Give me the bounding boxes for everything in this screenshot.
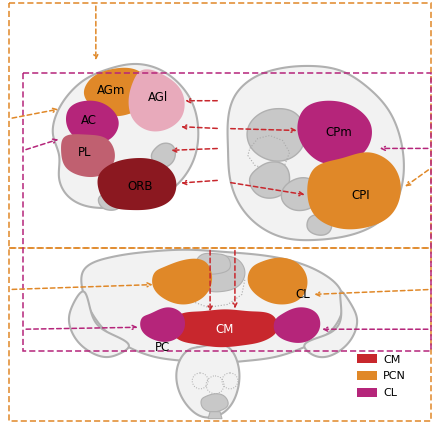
Polygon shape: [98, 190, 122, 210]
FancyBboxPatch shape: [357, 371, 377, 380]
Text: PCN: PCN: [383, 371, 406, 382]
Polygon shape: [170, 309, 278, 347]
Text: CPI: CPI: [352, 189, 371, 202]
Polygon shape: [201, 394, 228, 412]
Polygon shape: [84, 68, 151, 116]
FancyBboxPatch shape: [357, 388, 377, 397]
Polygon shape: [297, 101, 372, 165]
Text: AGl: AGl: [148, 91, 169, 104]
Text: CL: CL: [383, 388, 397, 398]
Polygon shape: [61, 134, 115, 177]
Polygon shape: [274, 308, 320, 343]
Text: ORB: ORB: [128, 180, 153, 192]
Text: CL: CL: [295, 288, 310, 301]
Text: AC: AC: [81, 114, 97, 127]
Polygon shape: [69, 291, 129, 357]
Polygon shape: [66, 101, 119, 143]
Polygon shape: [140, 308, 185, 342]
Polygon shape: [304, 291, 357, 357]
Polygon shape: [282, 178, 320, 211]
Polygon shape: [195, 255, 245, 292]
Text: PC: PC: [155, 341, 170, 354]
Polygon shape: [97, 158, 177, 210]
Polygon shape: [208, 412, 222, 419]
Polygon shape: [196, 253, 231, 274]
Polygon shape: [152, 259, 212, 305]
Polygon shape: [129, 69, 185, 132]
Polygon shape: [247, 109, 305, 161]
Polygon shape: [248, 258, 308, 305]
Polygon shape: [53, 64, 198, 208]
Polygon shape: [152, 143, 175, 168]
Text: CPm: CPm: [326, 126, 353, 139]
Polygon shape: [81, 250, 343, 363]
FancyBboxPatch shape: [357, 354, 377, 363]
Polygon shape: [228, 66, 404, 240]
Polygon shape: [307, 152, 401, 229]
Text: AGm: AGm: [97, 84, 125, 97]
Text: CM: CM: [216, 323, 234, 336]
Polygon shape: [249, 162, 290, 198]
Polygon shape: [176, 344, 240, 418]
Text: PL: PL: [78, 146, 92, 159]
Polygon shape: [307, 214, 332, 235]
Text: CM: CM: [383, 354, 401, 365]
